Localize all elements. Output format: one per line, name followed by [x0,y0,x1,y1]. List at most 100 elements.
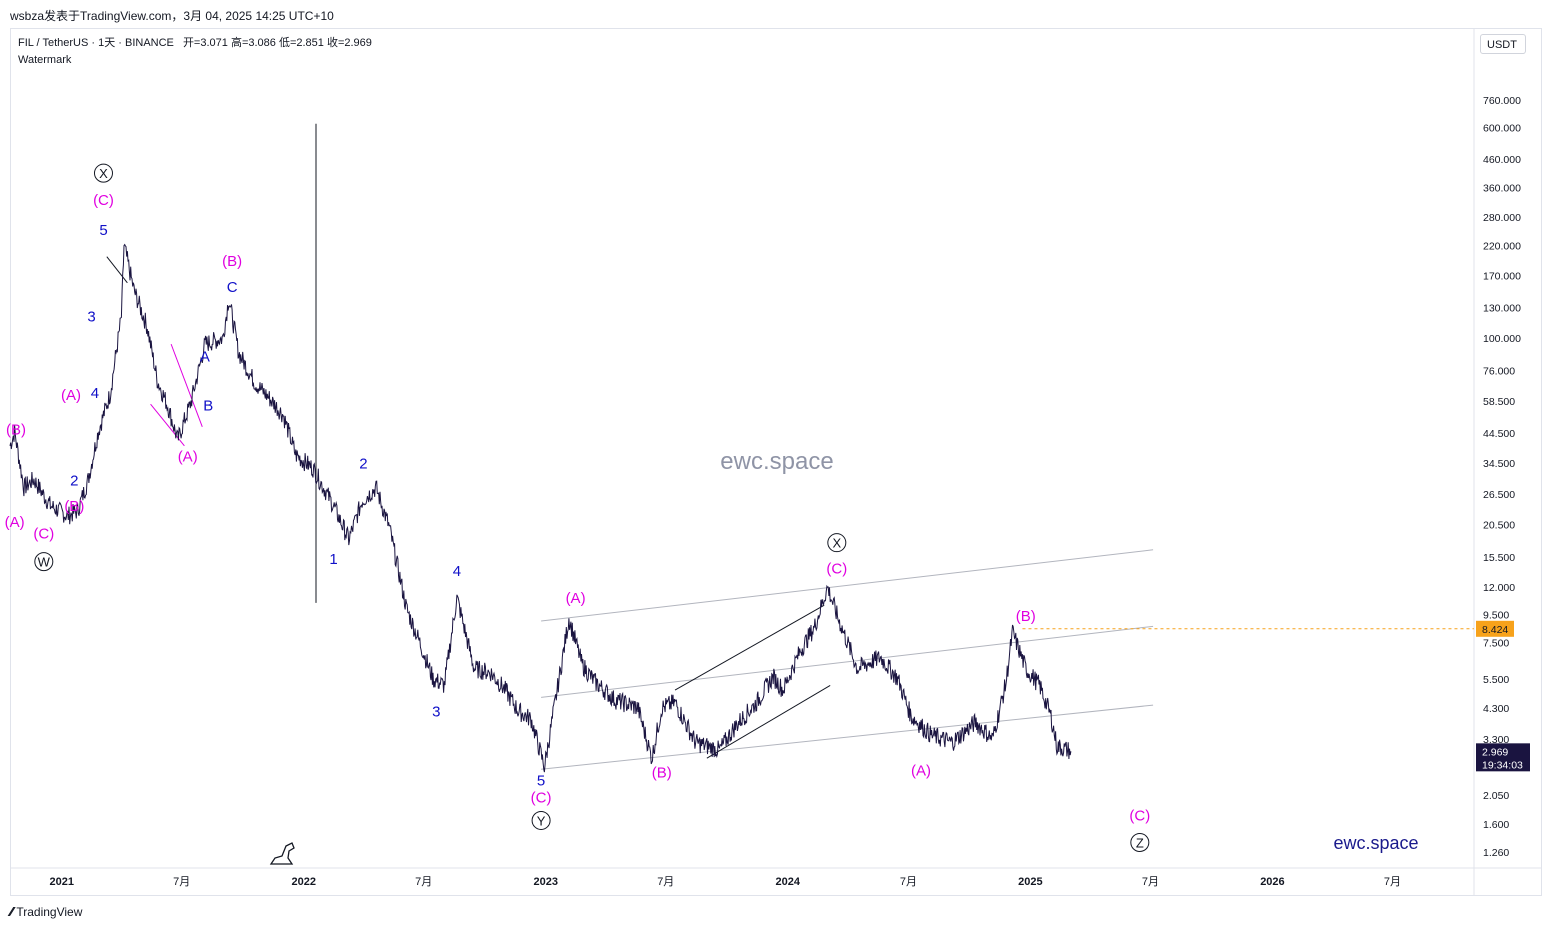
x-tick-label: 2021 [49,876,73,888]
price-series-line [9,243,1072,773]
wave-label-14: A [200,348,210,365]
wave-label-text: (B) [6,422,26,439]
wave-label-text: 5 [537,772,545,789]
wave-label-text: (C) [826,560,847,577]
ohlc-values: 开=3.071 高=3.086 低=2.851 收=2.969 [182,37,372,49]
chart-frame [10,28,1542,896]
x-tick-label: 7月 [415,876,432,888]
wave-label-text: 4 [453,563,461,580]
y-tick-label: 170.000 [1483,271,1521,283]
y-tick-label: 1.260 [1483,847,1509,859]
y-tick-label: 3.300 [1483,734,1509,746]
wave-label-circle [827,533,847,553]
x-tick-label: 2025 [1018,876,1042,888]
wave-label-13: B [203,397,213,414]
wave-label-10: (C) [93,192,114,209]
y-tick-label: 26.500 [1483,489,1515,501]
x-tick-label: 2024 [776,876,801,888]
wave-label-circle [531,810,551,830]
tradingview-brand[interactable]: ⁄⁄ TradingView [10,904,82,919]
symbol-legend: FIL / TetherUS · 1天 · BINANCE 开=3.071 高=… [18,35,372,69]
wave-label-2: (C) [33,525,54,542]
brand-watermark: ewc.space [1333,833,1418,853]
wave-label-5: (B) [64,498,84,515]
last-price-value: 2.969 [1482,746,1508,758]
wave-label-0: (A) [5,514,25,531]
x-tick-label: 7月 [1142,876,1159,888]
wave-label-text: C [227,279,238,296]
y-tick-label: 460.000 [1483,154,1521,166]
wave-label-text: (A) [61,387,81,404]
wave-label-7: 4 [91,385,99,402]
wave-label-text: A [200,348,210,365]
y-tick-label: 600.000 [1483,123,1521,135]
wave-label-19: 4 [453,563,461,580]
wave-label-text: B [203,397,213,414]
wave-label-text: (C) [33,525,54,542]
wave-label-21: 5 [537,772,545,789]
level-price-tag: 8.424 [1476,620,1514,637]
wave-label-text: (C) [93,192,114,209]
wave-label-text: (B) [64,498,84,515]
x-tick-label: 7月 [1384,876,1401,888]
x-tick-label: 2022 [291,876,315,888]
y-tick-label: 220.000 [1483,240,1521,252]
wave-label-text: 1 [329,551,337,568]
wave-label-circle [34,552,54,572]
wave-label-28: (A) [911,762,931,779]
y-tick-label: 20.500 [1483,519,1515,531]
x-tick-label: 2026 [1260,876,1284,888]
level-price-tag-text: 8.424 [1482,624,1508,636]
wave-label-4: 2 [70,473,78,490]
wave-label-16: (B) [222,253,242,270]
wave-label-30: (C) [1129,807,1150,824]
wave-label-text: (B) [222,253,242,270]
wave-label-text: X [832,536,841,551]
wave-label-text: (B) [652,764,672,781]
wave-label-text: 2 [359,455,367,472]
y-tick-label: 76.000 [1483,365,1515,377]
wave-label-3: W [34,552,54,572]
wave-label-text: (A) [566,590,586,607]
wave-label-text: (C) [531,790,552,807]
wave-label-text: (A) [911,762,931,779]
wave-label-text: 3 [87,309,95,326]
y-tick-label: 280.000 [1483,212,1521,224]
y-tick-label: 12.000 [1483,582,1515,594]
trend-line-1 [706,685,831,759]
wave-label-text: (A) [5,514,25,531]
wave-label-text: (C) [1129,807,1150,824]
wave-label-15: C [227,279,238,296]
wave-label-18: 1 [329,551,337,568]
tradingview-logo-icon: ⁄⁄ [10,904,14,919]
y-tick-label: 360.000 [1483,183,1521,195]
currency-selector[interactable]: USDT [1480,34,1526,54]
wave-label-text: X [99,166,108,181]
wave-label-circle [1130,832,1150,852]
wave-label-text: 4 [91,385,99,402]
y-tick-label: 1.600 [1483,819,1509,831]
watermark-text: ewc.space [720,448,833,475]
channel-line-1 [541,625,1154,698]
y-tick-label: 4.300 [1483,703,1509,715]
wave-label-20: 3 [432,703,440,720]
wave-label-text: 5 [99,222,107,239]
wave-label-24: (A) [566,590,586,607]
wave-label-6: (A) [61,387,81,404]
wave-label-27: X [827,533,847,553]
symbol-title[interactable]: FIL / TetherUS · 1天 · BINANCE [18,37,174,49]
channel-line-0 [541,704,1154,770]
y-tick-label: 58.500 [1483,396,1515,408]
watermark-label: Watermark [18,54,72,66]
wave-label-circle [93,163,113,183]
wave-label-17: 2 [359,455,367,472]
wave-label-text: W [38,555,51,570]
brand-text: TradingView [16,904,83,919]
trend-line-3 [170,343,203,427]
y-tick-label: 760.000 [1483,95,1521,107]
level-price-tag-bg [1476,620,1514,637]
wave-label-12: (A) [178,448,198,465]
x-tick-label: 7月 [657,876,674,888]
